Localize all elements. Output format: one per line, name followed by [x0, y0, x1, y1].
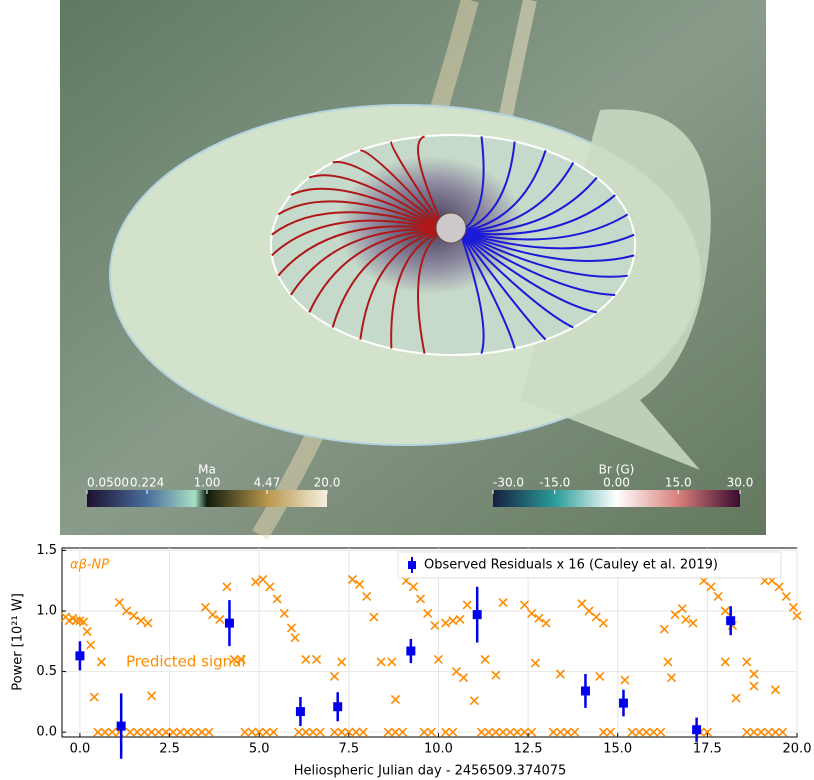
y-tick-label: 0.0	[36, 725, 57, 740]
colorbar-title: Br (G)	[599, 463, 635, 477]
observed-point	[619, 699, 628, 708]
observed-point	[406, 646, 415, 655]
chart: αβ-NP Predicted signal Heliospheric Juli…	[11, 543, 812, 779]
legend: Observed Residuals x 16 (Cauley et al. 2…	[398, 552, 781, 578]
x-tick-label: 7.5	[338, 742, 359, 757]
x-tick-label: 0.0	[70, 742, 91, 757]
observed-point	[473, 610, 482, 619]
y-tick-label: 1.5	[36, 543, 57, 558]
colorbar-tick-label: 20.0	[314, 476, 341, 490]
colorbar-tick-label: -30.0	[493, 476, 524, 490]
colorbar-tick-label: 30.0	[727, 476, 754, 490]
x-axis-label: Heliospheric Julian day - 2456509.374075	[294, 764, 567, 779]
simulation-render	[60, 0, 766, 535]
model-label: αβ-NP	[70, 558, 109, 573]
legend-marker	[408, 561, 416, 569]
x-tick-label: 10.0	[424, 742, 453, 757]
colorbar-tick-label: 15.0	[665, 476, 692, 490]
x-tick-label: 17.5	[693, 742, 722, 757]
annotation: Predicted signal	[126, 653, 246, 671]
y-tick-label: 1.0	[36, 604, 57, 619]
y-tick-label: 0.5	[36, 664, 57, 679]
star	[436, 213, 466, 243]
colorbar-tick-label: 4.47	[254, 476, 281, 490]
observed-point	[726, 616, 735, 625]
colorbar-tick-label: 1.00	[194, 476, 221, 490]
x-tick-label: 15.0	[603, 742, 632, 757]
x-tick-label: 12.5	[514, 742, 543, 757]
legend-label: Observed Residuals x 16 (Cauley et al. 2…	[424, 558, 718, 573]
x-tick-label: 5.0	[249, 742, 270, 757]
colorbar-tick-label: 0.224	[130, 476, 164, 490]
observed-point	[296, 707, 305, 716]
observed-point	[225, 619, 234, 628]
observed-point	[333, 702, 342, 711]
colorbar-title: Ma	[198, 463, 216, 477]
observed-point	[75, 651, 84, 660]
colorbar-tick-label: -15.0	[539, 476, 570, 490]
observed-point	[117, 722, 126, 731]
figure: Ma 0.05000.224 1.00 4.47 20.0 Br (G) -30.0 -15…	[0, 0, 814, 780]
x-tick-label: 20.0	[783, 742, 812, 757]
observed-point	[581, 686, 590, 695]
colorbar-tick-label: 0.0500	[87, 476, 129, 490]
observed-point	[692, 725, 701, 734]
y-axis-label: Power [10²¹ W]	[11, 593, 26, 691]
x-tick-label: 2.5	[159, 742, 180, 757]
colorbar-tick-label: 0.00	[603, 476, 630, 490]
